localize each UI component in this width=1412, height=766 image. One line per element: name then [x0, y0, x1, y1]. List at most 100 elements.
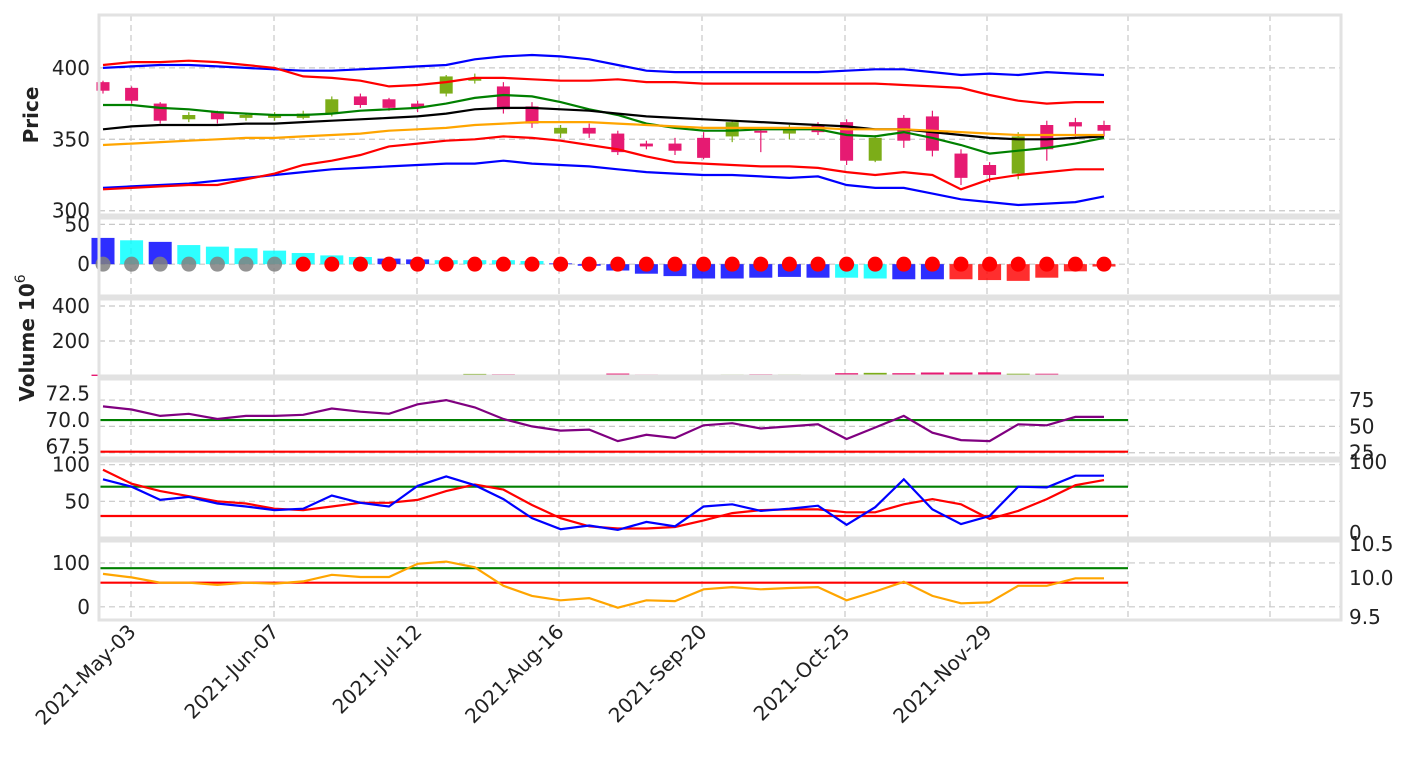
signal-dot — [438, 256, 454, 272]
signal-dot — [124, 256, 140, 272]
candle-body — [210, 112, 224, 120]
signal-dot — [810, 256, 826, 272]
price-y-tick-label: 350 — [52, 127, 90, 151]
signal-dot — [610, 256, 626, 272]
candle-body — [125, 87, 139, 101]
price-y-tick-label: 300 — [52, 199, 90, 223]
stoch-k-line — [102, 474, 1104, 532]
signal-dot — [381, 256, 397, 272]
candle-body — [840, 122, 854, 161]
signal-dot — [638, 256, 654, 272]
signal-dot — [324, 256, 340, 272]
volume-y-tick-label: 200 — [52, 329, 90, 353]
price-bb_outer-line — [102, 53, 1105, 77]
candle-body — [582, 127, 596, 134]
signal-dot — [1010, 256, 1026, 272]
x-tick-label: 2021-May-03 — [30, 620, 140, 730]
signal-dot — [896, 256, 912, 272]
signal-dot — [238, 256, 254, 272]
rsi-y-tick-label: 67.5 — [45, 434, 90, 458]
price-ma_mid-line — [102, 106, 1105, 141]
signal-dot — [696, 256, 712, 272]
signal-dot — [495, 256, 511, 272]
candle-body — [697, 137, 711, 158]
candle-body — [525, 106, 539, 124]
price-bb_outer-line — [102, 159, 1105, 207]
candle-body — [468, 77, 482, 81]
panel-frame — [97, 459, 1343, 540]
signal-dot — [467, 256, 483, 272]
signal-dot — [924, 256, 940, 272]
candle-body — [1040, 125, 1054, 150]
signal-dot — [1096, 256, 1112, 272]
signal-dot — [209, 256, 225, 272]
stoch-y-tick-label: 100 — [52, 453, 90, 477]
volume-bar — [863, 372, 887, 376]
candle-body — [353, 96, 367, 105]
signal-dot — [1039, 256, 1055, 272]
x-tick-label: 2021-Jul-12 — [328, 620, 427, 719]
grid-layer — [99, 15, 1341, 620]
signal-dot — [867, 256, 883, 272]
candle-body — [983, 165, 997, 175]
signal-dot — [152, 256, 168, 272]
x-tick-label: 2021-Nov-29 — [888, 620, 996, 728]
candle-body — [153, 103, 167, 121]
cci-line — [102, 560, 1104, 609]
volume-axis-title: Volume 106 — [13, 274, 39, 401]
volume-y-tick-label: 400 — [52, 294, 90, 318]
frame-layer — [97, 13, 1343, 622]
candle-body — [954, 153, 968, 178]
cci-right-tick-label: 10.5 — [1349, 532, 1394, 556]
candle-body — [239, 115, 253, 118]
panel-frame — [97, 539, 1343, 622]
signal-dot — [753, 256, 769, 272]
x-tick-label: 2021-Aug-16 — [460, 620, 568, 728]
candle-body — [1011, 136, 1025, 174]
signal-dot — [181, 256, 197, 272]
cci-right-tick-label: 9.5 — [1349, 605, 1381, 629]
rsi-y-tick-label: 72.5 — [45, 382, 90, 406]
panel-frame — [97, 13, 1343, 217]
rsi-line — [102, 398, 1104, 443]
signal-dot — [1067, 256, 1083, 272]
signal-dot — [267, 256, 283, 272]
volume-axis-exponent: 6 — [13, 274, 29, 283]
rsi-y-tick-label: 70.0 — [45, 408, 90, 432]
candle-body — [925, 116, 939, 151]
signal-dot — [724, 256, 740, 272]
stoch-right-tick-label: 100 — [1349, 450, 1387, 474]
price-y-tick-label: 400 — [52, 56, 90, 80]
cci-y-tick-label: 0 — [77, 595, 90, 619]
candle-body — [439, 76, 453, 94]
signal-dot — [352, 256, 368, 272]
price-bb_inner-line — [102, 59, 1104, 105]
candle-body — [325, 99, 339, 114]
candle-body — [639, 143, 653, 147]
volume-bar — [978, 372, 1002, 376]
candle-body — [411, 103, 425, 108]
macd-y-tick-label: 50 — [65, 212, 90, 236]
candle-body — [1068, 122, 1082, 127]
candle-body — [554, 127, 568, 134]
candle-body — [868, 137, 882, 161]
price-axis-title: Price — [19, 87, 43, 144]
macd-bar — [91, 237, 115, 265]
x-tick-label: 2021-Sep-20 — [604, 620, 712, 728]
candle-body — [96, 82, 110, 91]
price-ma_long-line — [102, 121, 1104, 147]
x-tick-label: 2021-Jun-07 — [179, 620, 283, 724]
signal-dot — [839, 256, 855, 272]
macd-bar — [148, 241, 172, 265]
rsi-right-tick-label: 75 — [1349, 388, 1374, 412]
macd-y-tick-label: 0 — [77, 252, 90, 276]
signal-dot — [581, 256, 597, 272]
signal-dot — [781, 256, 797, 272]
candle-body — [754, 130, 768, 133]
rsi-right-tick-label: 50 — [1349, 414, 1374, 438]
rsi-right-tick-label: 25 — [1349, 441, 1374, 465]
x-tick-label: 2021-Oct-25 — [749, 620, 855, 726]
macd-bar — [120, 240, 144, 265]
